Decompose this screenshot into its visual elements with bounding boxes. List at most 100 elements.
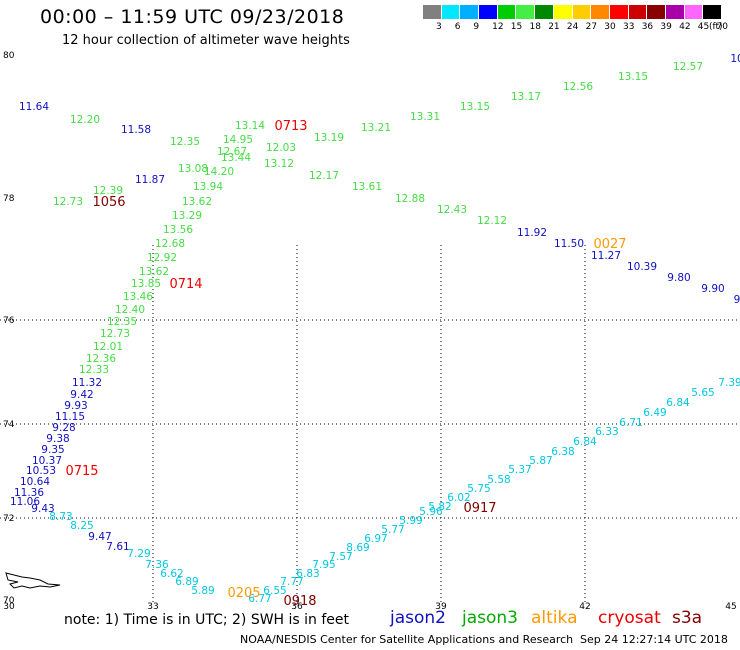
legend-swatch — [440, 5, 460, 19]
wave-height-cyan: 6.77 — [248, 593, 271, 605]
coastline-svalbard — [5, 572, 61, 589]
wave-height-cyan: 5.65 — [691, 387, 714, 399]
legend-swatch — [552, 5, 572, 19]
legend-swatch — [459, 5, 479, 19]
wave-height-blue: 10.64 — [20, 476, 50, 488]
wave-height-blue: 11.58 — [121, 124, 151, 136]
wave-height-green: 13.94 — [193, 181, 223, 193]
wave-height-green: 13.61 — [352, 181, 382, 193]
legend-swatch — [664, 5, 684, 19]
credit-line: NOAA/NESDIS Center for Satellite Applica… — [240, 633, 574, 646]
legend-label: 33 — [623, 22, 635, 32]
legend-swatch — [515, 5, 535, 19]
wave-height-cyan: 7.29 — [127, 548, 150, 560]
wave-height-green: 13.29 — [172, 210, 202, 222]
legend-swatch — [478, 5, 497, 19]
legend-label: 24 — [566, 22, 579, 32]
wave-height-green: 13.85 — [131, 278, 161, 290]
wave-height-blue: 11.27 — [591, 250, 621, 262]
wave-height-cyan: 7.36 — [145, 559, 169, 571]
wave-height-green: 14.95 — [223, 134, 253, 146]
wave-height-blue: 9 — [734, 294, 740, 306]
lon-label: 33 — [147, 602, 158, 612]
wave-height-blue: 11.92 — [517, 227, 547, 239]
wave-height-green: 12.67 — [217, 146, 247, 158]
satellite-s3a: s3a — [672, 608, 703, 628]
wave-height-green: 13.15 — [460, 101, 490, 113]
wave-height-blue: 10.37 — [32, 455, 62, 467]
lat-label: 72 — [3, 514, 14, 524]
legend-label: 9 — [473, 22, 480, 32]
wave-height-cyan: 6.55 — [263, 585, 286, 597]
legend-swatch — [422, 5, 441, 19]
wave-height-blue: 10 — [730, 53, 740, 65]
legend-label: 6 — [454, 22, 461, 32]
wave-height-cyan: 6.38 — [551, 446, 574, 458]
wave-height-blue: 7.61 — [106, 541, 129, 553]
satellite-jason2: jason2 — [390, 608, 446, 628]
wave-height-cyan: 5.89 — [191, 585, 214, 597]
wave-height-cyan: 7.57 — [329, 551, 352, 563]
wave-height-blue: 9.47 — [88, 531, 111, 543]
wave-height-blue: 11.06 — [10, 496, 40, 508]
wave-height-cyan: 5.87 — [529, 455, 552, 467]
pass-time-label: 1056 — [92, 195, 125, 210]
wave-height-cyan: 8.25 — [70, 520, 93, 532]
wave-height-blue: 11.87 — [135, 174, 165, 186]
wave-height-cyan: 7.77 — [280, 576, 303, 588]
wave-height-blue: 9.28 — [52, 422, 75, 434]
wave-height-green: 12.68 — [155, 238, 185, 250]
lat-label: 74 — [3, 420, 15, 430]
legend-label: 3 — [436, 22, 442, 32]
pass-time-label: 0917 — [463, 501, 496, 516]
wave-height-green: 13.46 — [123, 291, 153, 303]
wave-height-green: 14.20 — [204, 166, 234, 178]
lat-label: 80 — [3, 51, 15, 61]
lon-label: 36 — [291, 602, 303, 612]
wave-height-cyan: 5.99 — [399, 515, 422, 527]
wave-height-green: 12.01 — [93, 341, 123, 353]
wave-height-green: 13.21 — [361, 122, 391, 134]
legend-swatch — [702, 5, 721, 19]
wave-height-blue: 10.39 — [627, 261, 657, 273]
wave-height-cyan: 8.73 — [49, 511, 72, 523]
wave-height-cyan: 6.97 — [364, 533, 387, 545]
timestamp: Sep 24 12:27:14 UTC 2018 — [580, 633, 728, 646]
wave-height-green: 13.56 — [163, 224, 193, 236]
legend-swatch — [590, 5, 609, 19]
wave-height-green: 12.73 — [100, 328, 130, 340]
wave-height-green: 13.31 — [410, 111, 440, 123]
page-title: 00:00 – 11:59 UTC 09/23/2018 — [40, 6, 345, 28]
wave-height-green: 12.92 — [147, 252, 177, 264]
legend-label: 42 — [679, 22, 691, 32]
wave-height-blue: 11.50 — [554, 238, 584, 250]
legend-swatch — [683, 5, 703, 19]
wave-height-green: 12.40 — [115, 304, 145, 316]
color-legend — [422, 5, 721, 19]
legend-swatch — [534, 5, 553, 19]
axis-labels: 30 33 36 39 42 45 80 78 76 74 72 70 — [3, 51, 737, 612]
lat-label: 70 — [3, 596, 15, 606]
legend-label: 45 — [697, 22, 710, 32]
wave-height-green: 12.12 — [477, 215, 507, 227]
wave-height-green: 12.43 — [437, 204, 467, 216]
wave-height-green: 13.12 — [264, 158, 294, 170]
wave-height-blue: 11.15 — [55, 411, 85, 423]
wave-height-green: 12.39 — [93, 185, 123, 197]
wave-height-green: 13.44 — [221, 152, 251, 164]
legend-label: 70 — [716, 22, 728, 32]
wave-height-green: 12.17 — [309, 170, 339, 182]
wave-height-green: 13.19 — [314, 132, 344, 144]
wave-height-green: 13.62 — [182, 196, 212, 208]
wave-height-cyan: 8.69 — [346, 542, 369, 554]
pass-time-label: 0713 — [274, 119, 307, 134]
wave-height-blue: 9.43 — [31, 503, 54, 515]
legend-label: 15 — [510, 22, 523, 32]
pass-time-labels: 0713 1056 0027 0714 0715 0917 0205 0918 — [65, 119, 626, 609]
wave-height-cyan: 5.82 — [428, 501, 451, 513]
wave-height-green: 12.73 — [53, 196, 83, 208]
wave-height-green: 12.20 — [70, 114, 100, 126]
wave-height-green: 13.17 — [511, 91, 541, 103]
wave-height-blue: 9.35 — [41, 444, 64, 456]
wave-height-green: 12.36 — [86, 353, 116, 365]
